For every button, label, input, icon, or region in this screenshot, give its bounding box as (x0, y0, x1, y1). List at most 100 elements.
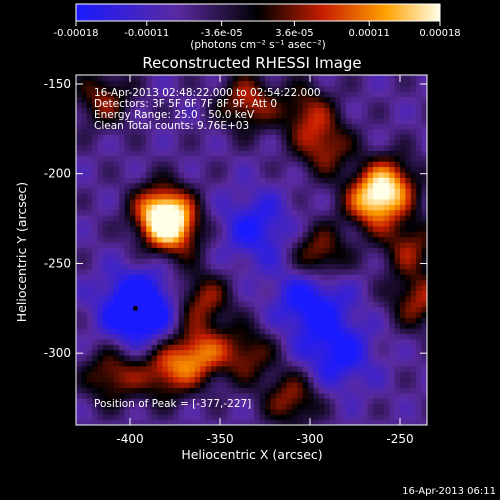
heatmap-cell (178, 161, 185, 168)
heatmap-cell (97, 225, 104, 232)
heatmap-cell (167, 268, 174, 275)
heatmap-cell (184, 258, 190, 265)
heatmap-cell (259, 193, 266, 200)
heatmap-cell (275, 268, 282, 275)
heatmap-cell (259, 295, 266, 302)
heatmap-cell (162, 112, 169, 119)
heatmap-cell (346, 85, 352, 92)
heatmap-cell (254, 268, 261, 275)
heatmap-cell (340, 301, 347, 308)
heatmap-cell (313, 145, 320, 151)
heatmap-cell (130, 112, 136, 119)
heatmap-cell (97, 134, 104, 141)
heatmap-cell (119, 161, 126, 168)
heatmap-cell (297, 101, 304, 108)
heatmap-cell (329, 198, 336, 205)
heatmap-cell (97, 145, 104, 151)
heatmap-cell (389, 285, 396, 291)
heatmap-cell (221, 328, 228, 335)
heatmap-cell (200, 166, 207, 173)
heatmap-cell (103, 171, 109, 178)
heatmap-cell (308, 225, 315, 232)
heatmap-cell (281, 80, 288, 87)
heatmap-cell (167, 145, 174, 151)
heatmap-cell (410, 204, 417, 211)
heatmap-cell (124, 123, 131, 130)
heatmap-cell (389, 198, 396, 205)
heatmap-cell (270, 338, 277, 345)
heatmap-cell (248, 311, 255, 318)
heatmap-cell (97, 101, 104, 108)
heatmap-cell (221, 128, 228, 135)
heatmap-cell (313, 96, 320, 103)
heatmap-cell (243, 322, 250, 329)
heatmap-cell (189, 80, 196, 87)
heatmap-cell (157, 193, 163, 200)
heatmap-cell (405, 295, 412, 302)
heatmap-cell (178, 177, 185, 184)
heatmap-cell (232, 220, 239, 227)
heatmap-cell (405, 328, 412, 335)
heatmap-cell (400, 311, 406, 318)
heatmap-cell (216, 236, 223, 243)
heatmap-cell (400, 75, 406, 81)
heatmap-cell (227, 198, 234, 205)
heatmap-cell (400, 231, 406, 238)
heatmap-cell (405, 333, 412, 340)
heatmap-cell (367, 252, 374, 259)
heatmap-cell (265, 161, 271, 168)
heatmap-cell (108, 274, 115, 281)
heatmap-cell (259, 85, 266, 92)
heatmap-cell (340, 258, 347, 265)
heatmap-cell (178, 198, 185, 205)
heatmap-cell (151, 403, 158, 410)
heatmap-cell (356, 150, 363, 157)
heatmap-cell (124, 182, 131, 189)
heatmap-cell (108, 80, 115, 87)
heatmap-cell (410, 301, 417, 308)
heatmap-cell (184, 274, 190, 281)
heatmap-cell (130, 403, 136, 410)
heatmap-cell (270, 322, 277, 329)
heatmap-cell (335, 112, 342, 119)
heatmap-cell (335, 91, 342, 98)
heatmap-cell (232, 322, 239, 329)
heatmap-cell (119, 408, 126, 415)
heatmap-cell (130, 268, 136, 275)
heatmap-cell (76, 123, 82, 130)
heatmap-cell (308, 96, 315, 103)
heatmap-cell (248, 295, 255, 302)
heatmap-cell (92, 263, 99, 270)
heatmap-cell (146, 134, 153, 141)
heatmap-cell (119, 236, 126, 243)
heatmap-cell (184, 338, 190, 345)
heatmap-cell (259, 91, 266, 98)
heatmap-cell (189, 182, 196, 189)
heatmap-cell (362, 177, 369, 184)
heatmap-cell (367, 365, 374, 372)
heatmap-cell (340, 241, 347, 248)
heatmap-cell (248, 171, 255, 178)
heatmap-cell (416, 204, 423, 211)
heatmap-cell (405, 80, 412, 87)
heatmap-cell (400, 161, 406, 168)
heatmap-cell (86, 355, 93, 361)
heatmap-cell (227, 182, 234, 189)
heatmap-cell (232, 258, 239, 265)
heatmap-cell (389, 408, 396, 415)
heatmap-cell (97, 247, 104, 254)
heatmap-cell (308, 75, 315, 81)
heatmap-cell (211, 398, 217, 405)
heatmap-cell (383, 231, 390, 238)
heatmap-cell (189, 171, 196, 178)
heatmap-cell (157, 414, 163, 421)
heatmap-cell (308, 349, 315, 356)
heatmap-cell (405, 252, 412, 259)
heatmap-cell (324, 338, 331, 345)
heatmap-cell (103, 128, 109, 135)
heatmap-cell (194, 252, 201, 259)
heatmap-cell (259, 285, 266, 291)
heatmap-cell (383, 193, 390, 200)
heatmap-cell (140, 225, 147, 232)
heatmap-cell (335, 188, 342, 195)
